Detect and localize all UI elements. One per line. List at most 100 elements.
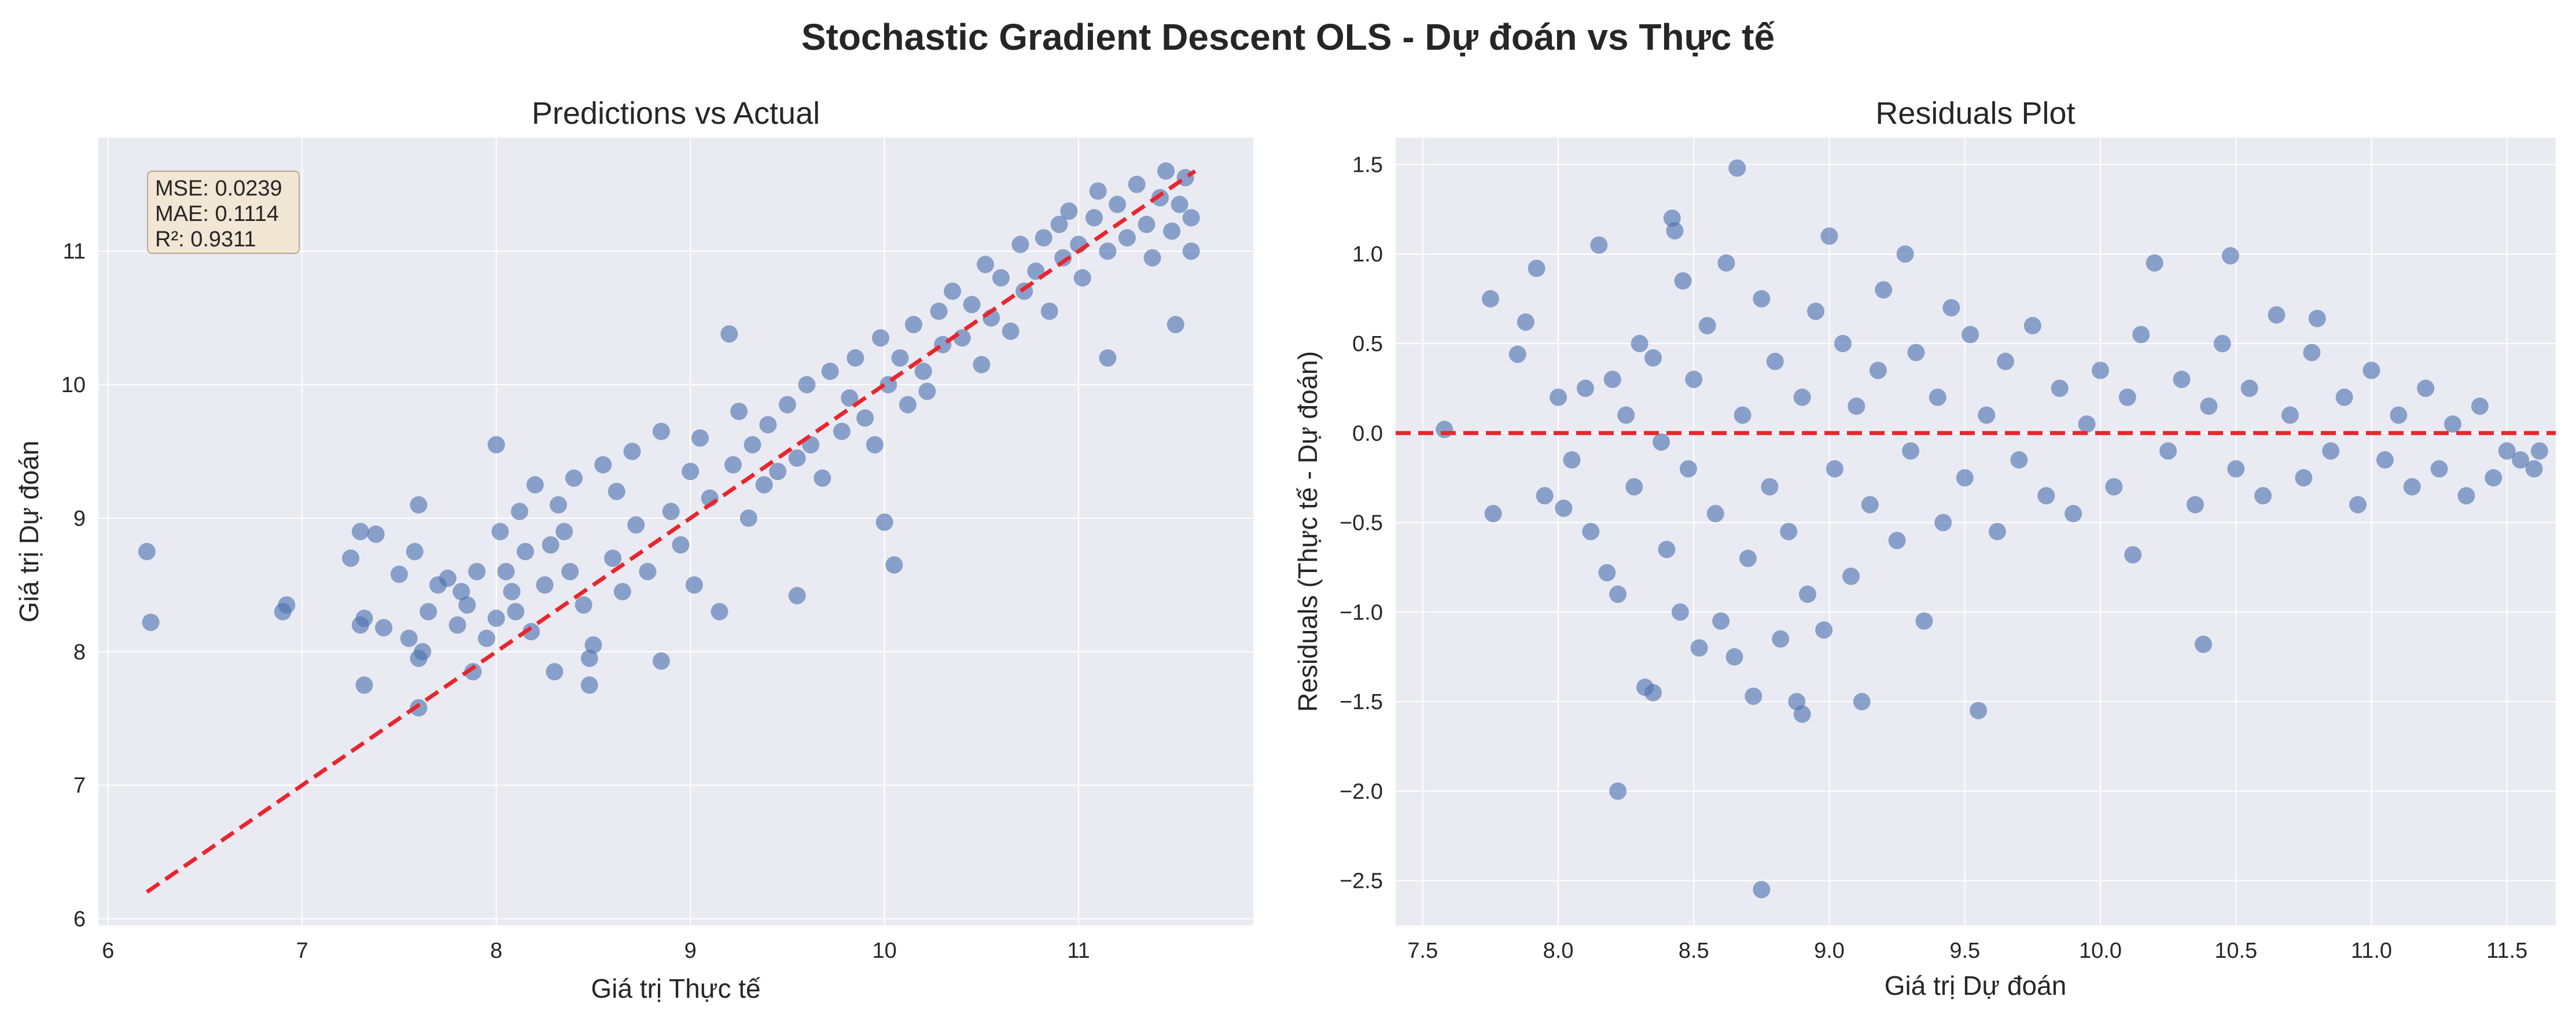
data-point (1151, 189, 1169, 206)
data-point (2485, 469, 2503, 487)
data-point (1054, 249, 1072, 267)
data-point (847, 349, 864, 367)
data-point (2362, 361, 2380, 379)
data-point (1625, 478, 1643, 496)
data-point (953, 329, 971, 347)
data-point (1099, 349, 1117, 367)
data-point (1997, 352, 2015, 370)
reference-line-y-equals-x (145, 169, 1197, 894)
data-point (744, 436, 761, 453)
data-point (1118, 229, 1136, 247)
data-point (1035, 229, 1053, 247)
y-axis-label: Residuals (Thực tế - Dự đoán) (1293, 351, 1323, 712)
figure-suptitle: Stochastic Gradient Descent OLS - Dự đoá… (801, 16, 1775, 58)
y-tick-label: −2.0 (1339, 780, 1383, 804)
data-point (739, 509, 757, 527)
data-point (856, 409, 874, 427)
data-point (367, 525, 385, 543)
x-axis-label: Giá trị Thực tế (591, 973, 760, 1003)
data-point (1517, 313, 1534, 331)
data-point (1842, 567, 1860, 585)
data-point (778, 396, 796, 414)
data-point (2349, 496, 2367, 514)
data-point (1799, 585, 1817, 603)
data-point (400, 629, 418, 647)
y-tick-label: 1.0 (1352, 242, 1383, 267)
x-axis-label: Giá trị Dự đoán (1885, 971, 2067, 1001)
data-point (550, 496, 568, 514)
data-point (814, 469, 831, 487)
y-tick-label: 9 (73, 507, 86, 531)
data-point (2268, 306, 2286, 324)
data-point (2173, 370, 2191, 388)
data-point (522, 623, 540, 641)
panel-title: Predictions vs Actual (532, 96, 820, 131)
data-point (1040, 302, 1058, 320)
data-point (904, 316, 922, 334)
data-point (565, 469, 583, 487)
y-tick-label: 6 (73, 907, 86, 931)
data-point (1826, 460, 1843, 478)
data-point (662, 503, 680, 521)
data-point (1666, 222, 1684, 239)
x-tick-label: 8 (490, 939, 502, 963)
data-point (1011, 235, 1029, 253)
data-point (759, 416, 777, 434)
data-point (2078, 415, 2096, 433)
data-point (536, 576, 554, 594)
data-point (2525, 460, 2543, 478)
data-point (414, 643, 432, 661)
data-point (891, 349, 909, 367)
data-point (1820, 227, 1838, 245)
data-point (2051, 379, 2069, 397)
data-point (2124, 546, 2142, 564)
data-point (355, 610, 373, 628)
data-point (1907, 344, 1925, 361)
data-point (623, 442, 641, 460)
data-point (899, 396, 917, 414)
data-point (458, 596, 476, 614)
data-point (517, 543, 535, 560)
y-tick-label: 7 (73, 774, 86, 798)
data-point (2010, 451, 2028, 469)
data-point (1598, 564, 1616, 582)
data-point (2227, 460, 2245, 478)
data-point (1956, 469, 1974, 487)
x-tick-label: 8.5 (1679, 939, 1709, 963)
data-point (575, 596, 593, 614)
data-point (992, 269, 1010, 287)
data-point (1815, 621, 1833, 639)
data-point (1761, 478, 1779, 496)
stats-box-frame (147, 171, 300, 254)
data-point (561, 563, 579, 581)
data-point (1766, 352, 1784, 370)
data-point (2530, 442, 2548, 460)
stats-box: MSE: 0.0239 MAE: 0.1114 R²: 0.9311 (147, 171, 300, 254)
data-point (2335, 388, 2353, 406)
data-point (584, 636, 602, 654)
data-point (1171, 195, 1188, 213)
data-point (1934, 514, 1952, 532)
data-point (871, 329, 889, 347)
data-point (685, 576, 703, 594)
data-point (2471, 397, 2489, 415)
data-point (769, 463, 787, 481)
data-point (2186, 496, 2204, 514)
data-point (507, 603, 525, 621)
data-point (918, 382, 936, 400)
panel-residuals-plot: 7.5 8.0 8.5 9.0 9.5 10.0 10.5 11.0 11.5 1.5 1.0 0.5… (1293, 96, 2556, 1001)
data-point (1555, 499, 1573, 517)
data-point (944, 282, 962, 300)
data-point (1609, 782, 1627, 800)
x-tick-label: 7 (296, 939, 308, 963)
data-point (672, 536, 690, 554)
data-point (1436, 420, 1453, 438)
data-point (1085, 209, 1103, 227)
data-point (1050, 216, 1068, 234)
data-point (2132, 326, 2150, 344)
data-point (468, 563, 486, 581)
x-tick-label: 8.0 (1543, 939, 1574, 963)
data-point (1685, 370, 1703, 388)
data-point (1631, 334, 1648, 352)
data-point (724, 456, 742, 474)
